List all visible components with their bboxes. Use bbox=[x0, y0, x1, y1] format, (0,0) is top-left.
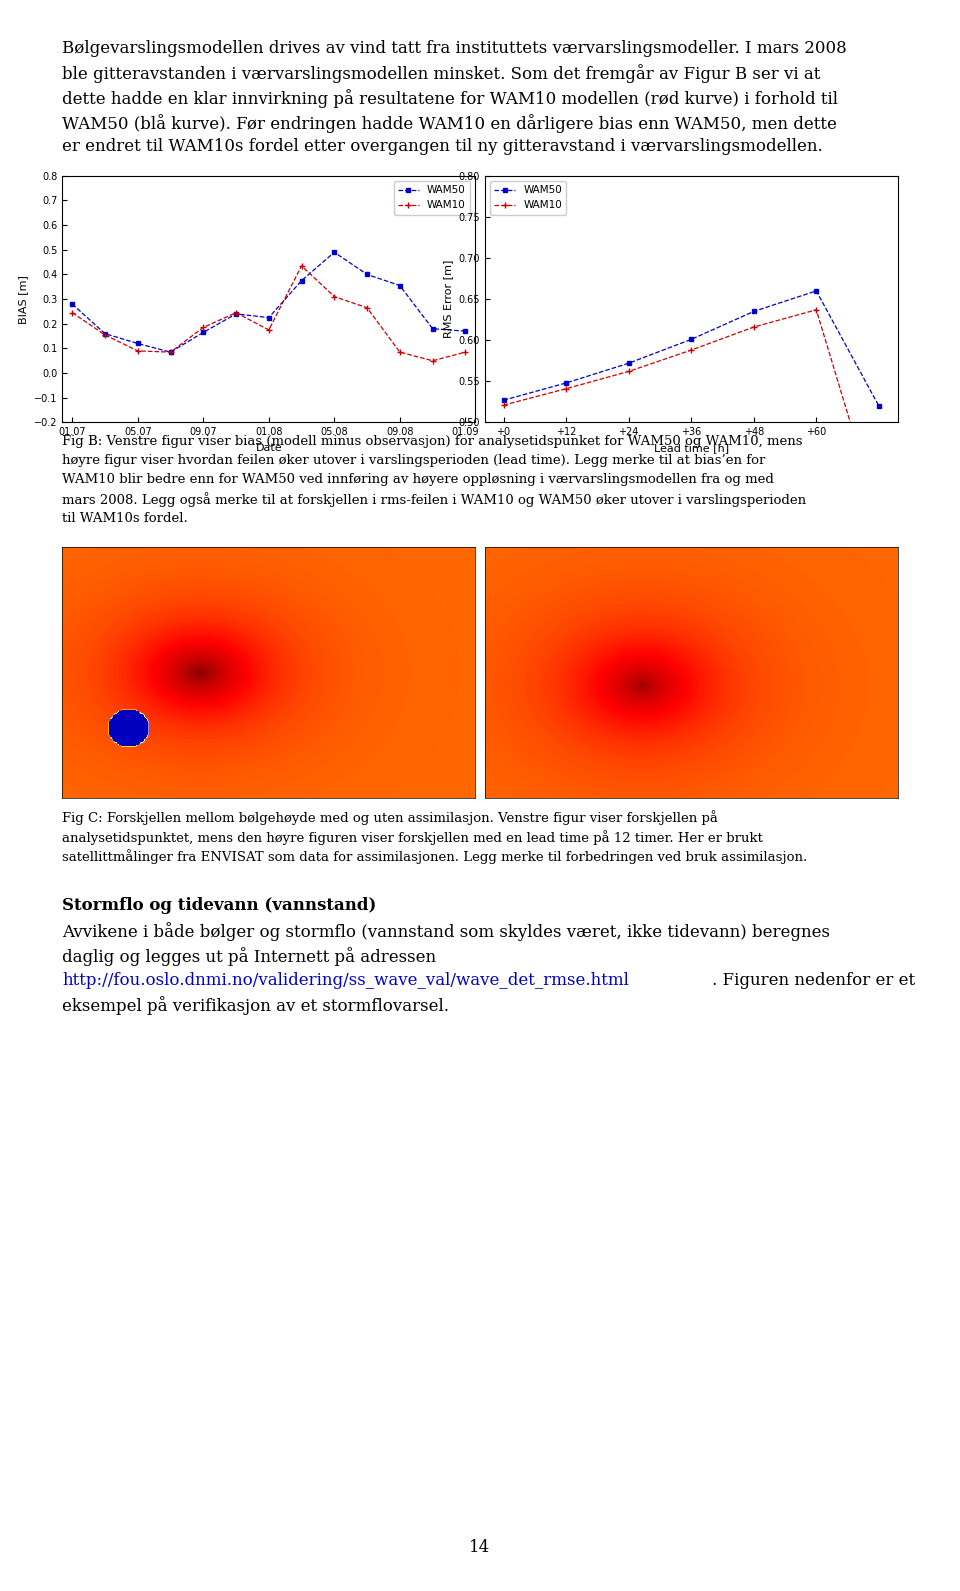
Text: Stormflo og tidevann (vannstand): Stormflo og tidevann (vannstand) bbox=[62, 897, 376, 913]
Text: Fig C: Forskjellen mellom bølgehøyde med og uten assimilasjon. Venstre figur vis: Fig C: Forskjellen mellom bølgehøyde med… bbox=[62, 810, 718, 826]
Legend: WAM50, WAM10: WAM50, WAM10 bbox=[490, 181, 566, 215]
Y-axis label: BIAS [m]: BIAS [m] bbox=[18, 275, 29, 323]
Text: http://fou.oslo.dnmi.no/validering/ss_wave_val/wave_det_rmse.html: http://fou.oslo.dnmi.no/validering/ss_wa… bbox=[62, 972, 629, 988]
Text: Avvikene i både bølger og stormflo (vannstand som skyldes været, ikke tidevann) : Avvikene i både bølger og stormflo (vann… bbox=[62, 923, 830, 942]
Text: 14: 14 bbox=[469, 1538, 491, 1556]
Text: Fig B: Venstre figur viser bias (modell minus observasjon) for analysetidspunket: Fig B: Venstre figur viser bias (modell … bbox=[62, 434, 803, 449]
Text: analysetidspunktet, mens den høyre figuren viser forskjellen med en lead time på: analysetidspunktet, mens den høyre figur… bbox=[62, 829, 763, 845]
X-axis label: Lead time [h]: Lead time [h] bbox=[654, 442, 729, 453]
Y-axis label: RMS Error [m]: RMS Error [m] bbox=[443, 259, 453, 339]
Text: Bølgevarslingsmodellen drives av vind tatt fra instituttets værvarslingsmodeller: Bølgevarslingsmodellen drives av vind ta… bbox=[62, 40, 847, 57]
Text: mars 2008. Legg også merke til at forskjellen i rms-feilen i WAM10 og WAM50 øker: mars 2008. Legg også merke til at forskj… bbox=[62, 492, 806, 508]
Text: eksempel på verifikasjon av et stormflovarsel.: eksempel på verifikasjon av et stormflov… bbox=[62, 996, 449, 1015]
Text: daglig og legges ut på Internett på adressen: daglig og legges ut på Internett på adre… bbox=[62, 947, 437, 966]
Text: satellittmålinger fra ENVISAT som data for assimilasjonen. Legg merke til forbed: satellittmålinger fra ENVISAT som data f… bbox=[62, 850, 807, 864]
Text: ble gitteravstanden i værvarslingsmodellen minsket. Som det fremgår av Figur B s: ble gitteravstanden i værvarslingsmodell… bbox=[62, 64, 821, 83]
Text: høyre figur viser hvordan feilen øker utover i varslingsperioden (lead time). Le: høyre figur viser hvordan feilen øker ut… bbox=[62, 453, 766, 468]
Text: dette hadde en klar innvirkning på resultatene for WAM10 modellen (rød kurve) i : dette hadde en klar innvirkning på resul… bbox=[62, 89, 838, 108]
Text: er endret til WAM10s fordel etter overgangen til ny gitteravstand i værvarslings: er endret til WAM10s fordel etter overga… bbox=[62, 138, 823, 156]
X-axis label: Date: Date bbox=[255, 442, 282, 453]
Text: WAM50 (blå kurve). Før endringen hadde WAM10 en dårligere bias enn WAM50, men de: WAM50 (blå kurve). Før endringen hadde W… bbox=[62, 113, 837, 132]
Text: . Figuren nedenfor er et: . Figuren nedenfor er et bbox=[712, 972, 916, 988]
Text: WAM10 blir bedre enn for WAM50 ved innføring av høyere oppløsning i værvarslings: WAM10 blir bedre enn for WAM50 ved innfø… bbox=[62, 473, 775, 487]
Text: til WAM10s fordel.: til WAM10s fordel. bbox=[62, 511, 188, 525]
Legend: WAM50, WAM10: WAM50, WAM10 bbox=[394, 181, 470, 215]
